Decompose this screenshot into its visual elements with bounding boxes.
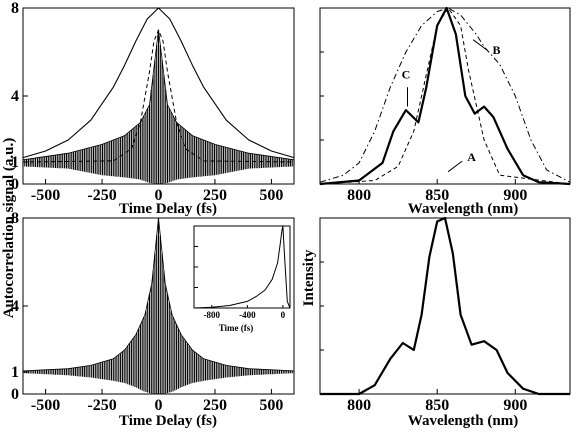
annotation-label-c: C <box>402 67 411 81</box>
panel-bl-xtick-label: 0 <box>155 397 163 414</box>
panel-tl-plot <box>22 7 295 184</box>
panel-inset-axes: -800 -400 0 <box>194 246 286 320</box>
panel-inset-xtick-label: -400 <box>239 310 256 320</box>
panel-tl-series-0 <box>22 7 295 159</box>
panel-bl-ytick-label: 8 <box>11 210 19 227</box>
panel-bl-plot <box>22 217 295 394</box>
panel-bl-xtick-label: -250 <box>87 397 116 414</box>
panel-br-frame <box>319 217 571 395</box>
annotation-label-a: A <box>467 150 476 164</box>
panel-tr-xtick-label: 800 <box>347 187 371 204</box>
panel-tr-series-a <box>319 7 571 185</box>
panel-bottom-right: 800 850 900 Wavelength (nm) <box>319 216 571 429</box>
panel-inset-bg <box>190 222 290 310</box>
panel-tl-series-2 <box>22 30 295 184</box>
autocorrelation-ylabel: Autocorrelation signal (a.u.) <box>1 138 17 319</box>
panel-tr-frame <box>319 7 571 185</box>
panel-tl-xtick-label: 0 <box>155 187 163 204</box>
panel-tl-xlabel: Time Delay (fs) <box>119 201 217 217</box>
panel-tr-annotations: A B C <box>402 39 501 173</box>
panel-tl-ytick-label: 1 <box>11 154 19 171</box>
panel-bl-xlabel: Time Delay (fs) <box>119 413 217 429</box>
panel-tl-xtick-label: 250 <box>203 187 227 204</box>
intensity-ylabel: Intensity <box>301 249 317 306</box>
panel-inset-xlabel: Time (fs) <box>219 323 254 333</box>
panel-bl-ytick-label: 4 <box>11 298 19 315</box>
annotation-label-b: B <box>493 43 501 57</box>
panel-bl-xtick-label: 250 <box>203 397 227 414</box>
panel-bl-ytick-label: 0 <box>11 386 19 403</box>
panel-tl-xtick-label: -250 <box>87 187 116 204</box>
panel-tl-xtick-label: 500 <box>259 187 283 204</box>
panel-tr-xtick-label: 900 <box>503 187 527 204</box>
panel-br-xlabel: Wavelength (nm) <box>408 413 518 429</box>
panel-bl-series-0-envelope <box>22 217 295 372</box>
panel-top-right: 800 850 900 A B C Wavelength (nm) <box>319 6 571 217</box>
panel-bl-xtick-label: -500 <box>31 397 60 414</box>
panel-inset-series-0 <box>193 225 291 309</box>
panel-tl-xtick-label: -500 <box>31 187 60 204</box>
panel-tr-axes: 800 850 900 <box>320 51 527 204</box>
panel-inset-plot <box>193 225 291 309</box>
panel-tr-xtick-label: 850 <box>425 187 449 204</box>
panel-inset-xtick-label: -800 <box>204 310 221 320</box>
panel-tl-ytick-label: 0 <box>11 176 19 193</box>
panel-br-series-0 <box>320 216 570 396</box>
panel-tr-xlabel: Wavelength (nm) <box>408 201 518 217</box>
panel-tl-ytick-label: 4 <box>11 88 19 105</box>
panel-top-left: -500 -250 0 250 500 0 1 4 8 Time Delay (fs) <box>11 0 295 217</box>
panel-tl-series-2-envelope <box>22 29 295 161</box>
panel-br-axes: 800 850 900 <box>320 261 527 414</box>
panel-bl-ytick-label: 1 <box>11 364 19 381</box>
panel-bottom-left: -500 -250 0 250 500 0 1 4 8 Time Delay (fs) <box>11 210 295 429</box>
panel-br-xtick-label: 900 <box>503 397 527 414</box>
annotation-leader-a <box>447 160 463 173</box>
panel-tl-ytick-label: 8 <box>11 0 19 17</box>
panel-bl-xtick-label: 500 <box>259 397 283 414</box>
panel-tr-series-c <box>319 6 571 186</box>
panel-tr-series-b <box>319 7 571 183</box>
panel-bl-axes: -500 -250 0 250 500 0 1 4 8 <box>11 210 283 414</box>
panel-br-plot <box>320 216 570 396</box>
panel-tl-axes: -500 -250 0 250 500 0 1 4 8 <box>11 0 283 204</box>
panel-br-xtick-label: 800 <box>347 397 371 414</box>
panel-inset-xtick-label: 0 <box>281 310 286 320</box>
panel-br-xtick-label: 850 <box>425 397 449 414</box>
panel-tr-plot <box>319 6 571 186</box>
panel-inset: -800 -400 0 Time (fs) <box>190 222 291 333</box>
annotation-leader-b <box>472 39 488 51</box>
